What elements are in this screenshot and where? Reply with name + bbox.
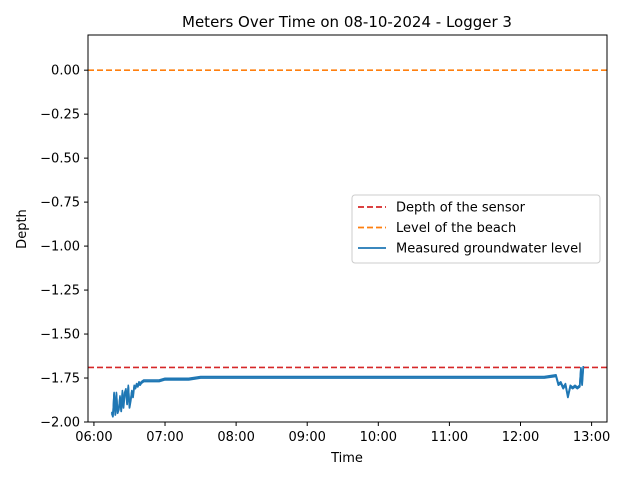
legend: Depth of the sensor Level of the beach Mea…: [351, 194, 601, 264]
legend-entry-sensor-depth: Depth of the sensor: [358, 201, 526, 216]
legend-label: Depth of the sensor: [396, 201, 526, 216]
y-tick-label: 0.00: [51, 64, 80, 79]
x-tick-label: 10:00: [360, 430, 397, 445]
legend-label: Level of the beach: [396, 221, 516, 236]
axes-frame: [87, 34, 608, 423]
x-tick-label: 11:00: [431, 430, 468, 445]
legend-entry-beach-level: Level of the beach: [358, 221, 516, 236]
y-tick-label: −0.50: [40, 152, 80, 167]
y-tick-label: −1.00: [40, 240, 80, 255]
legend-entry-groundwater: Measured groundwater level: [358, 242, 582, 257]
x-axis-label: Time: [330, 451, 363, 466]
series-line-groundwater: [110, 367, 585, 418]
y-tick-label: −1.25: [40, 284, 80, 299]
y-tick-label: −1.50: [40, 328, 80, 343]
x-tick-label: 08:00: [217, 430, 254, 445]
plot-layer: [88, 69, 607, 418]
legend-label: Measured groundwater level: [396, 242, 582, 257]
x-tick-label: 09:00: [288, 430, 325, 445]
plot-area: [88, 69, 607, 418]
legend-frame: [351, 194, 601, 264]
y-tick-label: −0.25: [40, 108, 80, 123]
x-tick-label: 06:00: [75, 430, 112, 445]
x-tick-label: 07:00: [146, 430, 183, 445]
chart-title: Meters Over Time on 08-10-2024 - Logger …: [182, 13, 512, 31]
x-tick-label: 12:00: [502, 430, 539, 445]
y-tick-label: −0.75: [40, 196, 80, 211]
x-tick-label: 13:00: [573, 430, 610, 445]
series-line-groundwater-band: [110, 365, 585, 417]
axes-layer: 0.00 −0.25 −0.50 −0.75 −1.00 −1.25 −1.50 −1.75 −…: [40, 34, 610, 445]
y-tick-label: −1.75: [40, 372, 80, 387]
y-tick-label: −2.00: [40, 416, 80, 431]
y-axis-label: Depth: [15, 209, 30, 249]
